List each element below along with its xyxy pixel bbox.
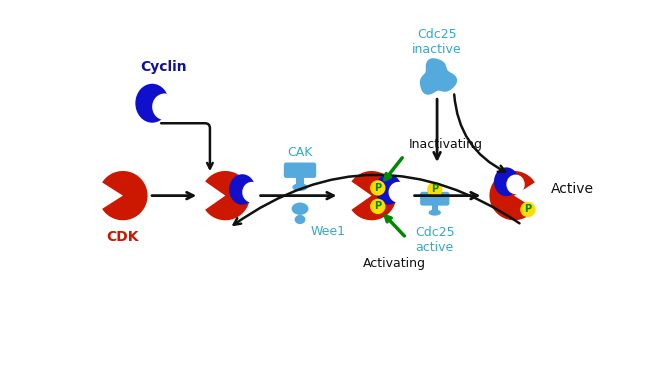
Ellipse shape [135,84,169,123]
Ellipse shape [229,174,255,205]
Text: P: P [431,185,438,194]
Ellipse shape [376,174,402,205]
Polygon shape [102,171,148,220]
Bar [296,175,304,185]
Text: Cdc25
active: Cdc25 active [415,226,454,254]
Ellipse shape [292,183,307,191]
Text: P: P [374,201,382,211]
Ellipse shape [294,215,305,224]
Text: Cdc25
inactive: Cdc25 inactive [412,28,462,56]
Text: CAK: CAK [287,146,313,160]
Text: Activating: Activating [363,257,426,270]
FancyBboxPatch shape [284,163,316,178]
FancyArrowPatch shape [434,99,441,159]
Text: Active: Active [551,182,594,196]
FancyArrowPatch shape [152,192,193,199]
Ellipse shape [506,175,525,194]
Ellipse shape [389,182,408,203]
Polygon shape [205,171,250,220]
FancyArrowPatch shape [415,192,477,199]
FancyArrowPatch shape [234,175,519,225]
Circle shape [370,180,385,196]
Text: Cyclin: Cyclin [140,60,187,74]
Circle shape [520,202,536,217]
Text: P: P [525,205,532,215]
Circle shape [370,199,385,214]
Circle shape [427,182,443,197]
Text: P: P [374,183,382,193]
FancyArrowPatch shape [454,94,505,172]
Text: Wee1: Wee1 [311,225,346,238]
Ellipse shape [428,210,441,216]
Ellipse shape [152,94,177,120]
Polygon shape [420,58,457,95]
FancyBboxPatch shape [420,192,449,206]
Text: CDK: CDK [107,230,139,244]
Ellipse shape [494,168,519,196]
Text: Inactivating: Inactivating [409,138,482,151]
Ellipse shape [242,182,262,203]
Polygon shape [352,171,396,220]
Ellipse shape [292,202,309,215]
Bar [432,203,438,211]
FancyArrowPatch shape [261,192,333,199]
Polygon shape [489,171,535,220]
